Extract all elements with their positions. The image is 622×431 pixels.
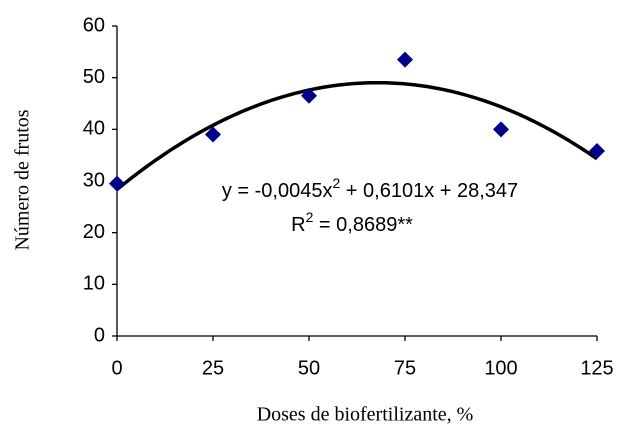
y-tick-label: 50 (83, 66, 105, 88)
r-squared-part: = 0,8689** (313, 214, 413, 236)
trend-curve (115, 80, 598, 191)
y-tick-label: 60 (83, 14, 105, 36)
y-tick-label: 30 (83, 169, 105, 191)
x-axis-title: Doses de biofertilizante, % (257, 404, 474, 426)
x-tick-label: 50 (298, 357, 320, 379)
equation-part: + 0,6101x + 28,347 (340, 180, 518, 202)
y-tick-label: 10 (83, 273, 105, 295)
y-tick-label: 20 (83, 221, 105, 243)
data-point (493, 121, 509, 138)
data-point (589, 143, 605, 160)
x-tick-label: 25 (202, 357, 224, 379)
r-squared: R2 = 0,8689** (291, 209, 413, 237)
equation-part: y = -0,0045x (222, 180, 333, 202)
x-tick-label: 75 (394, 357, 416, 379)
data-point (205, 126, 221, 143)
data-point (397, 51, 413, 68)
y-tick-label: 40 (83, 118, 105, 140)
equation-part: 2 (332, 175, 340, 191)
data-point (109, 175, 125, 192)
y-tick-label: 0 (94, 324, 105, 346)
x-tick-label: 0 (111, 357, 122, 379)
x-tick-label: 125 (580, 357, 613, 379)
r-squared-part: 2 (306, 209, 314, 225)
r-squared-part: R (291, 214, 305, 236)
y-axis-title: Número de frutos (12, 109, 34, 250)
x-tick-label: 100 (484, 357, 517, 379)
equation: y = -0,0045x2 + 0,6101x + 28,347 (222, 175, 518, 203)
data-point (301, 87, 317, 104)
